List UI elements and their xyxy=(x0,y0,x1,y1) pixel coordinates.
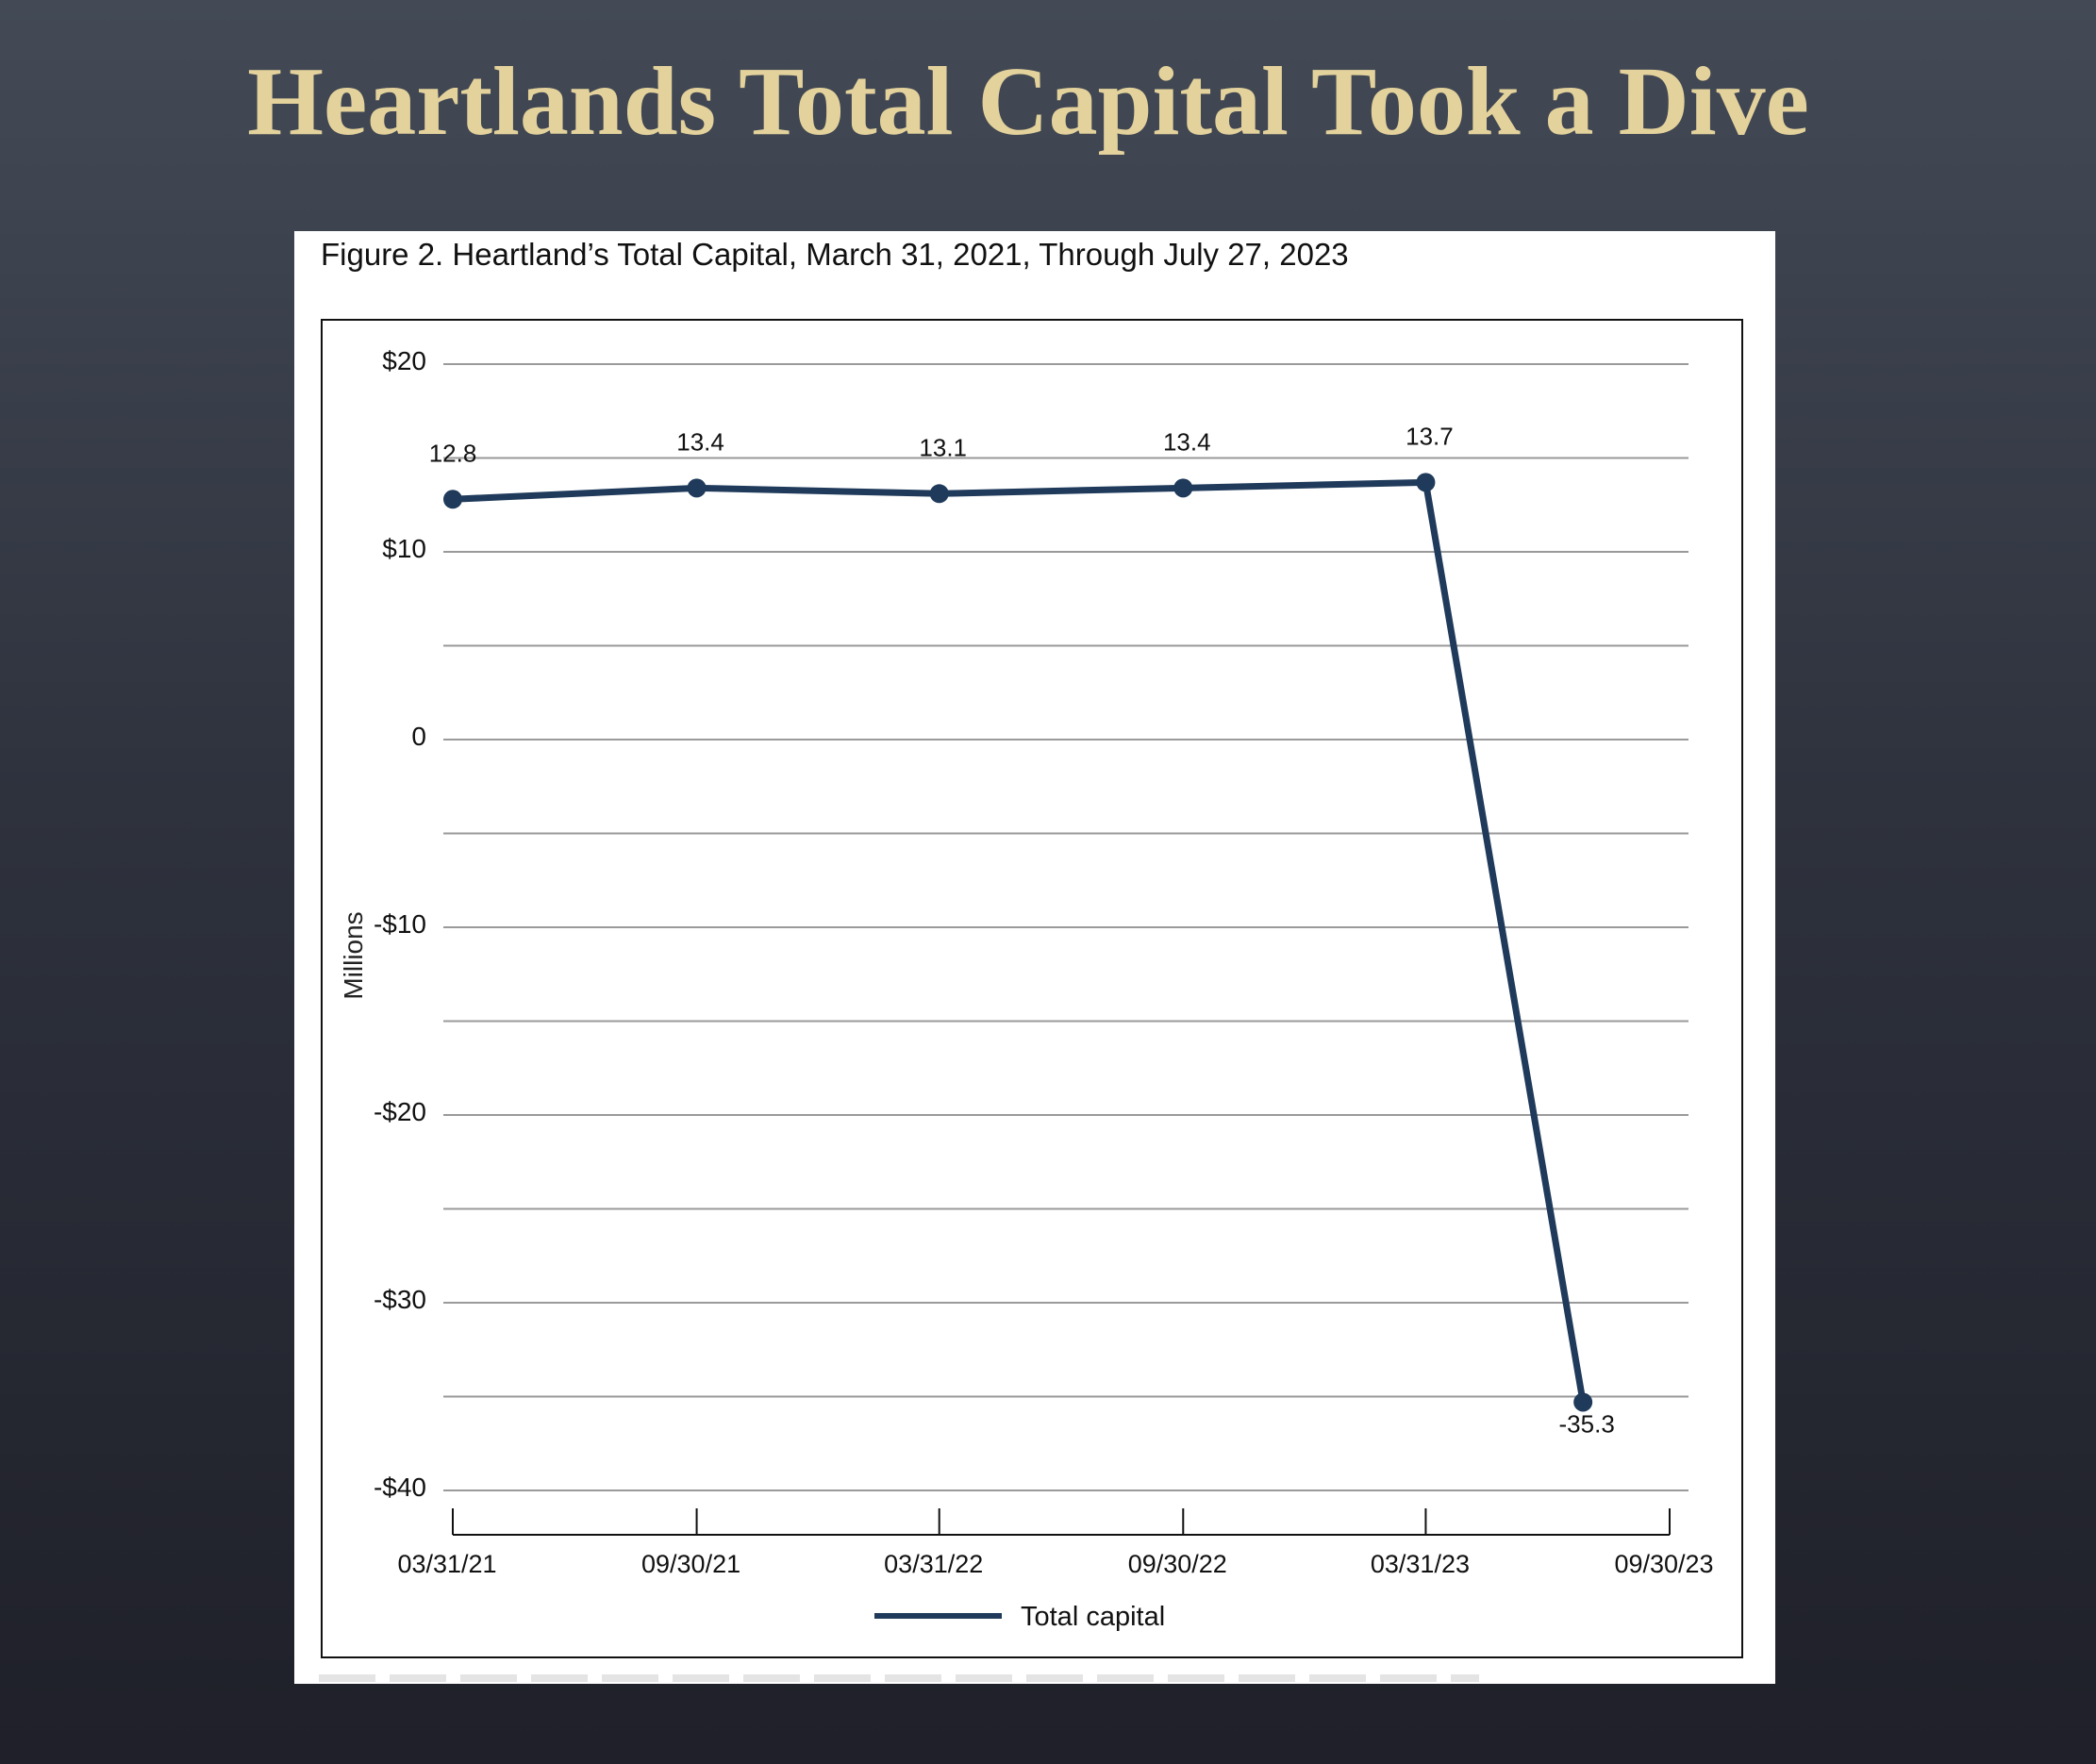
figure-caption: Figure 2. Heartland’s Total Capital, Mar… xyxy=(321,237,1349,272)
data-label: 13.4 xyxy=(1163,427,1211,456)
data-point xyxy=(443,490,462,509)
y-tick-label: -$40 xyxy=(374,1473,426,1502)
data-point xyxy=(687,478,707,498)
data-label: 13.4 xyxy=(676,427,724,456)
slide-title: Heartlands Total Capital Took a Dive xyxy=(247,47,1809,156)
data-point xyxy=(1173,478,1193,498)
data-point xyxy=(1416,473,1436,492)
x-tick-label: 03/31/22 xyxy=(884,1550,983,1578)
x-tick-label: 09/30/21 xyxy=(641,1550,740,1578)
x-tick-label: 09/30/22 xyxy=(1128,1550,1227,1578)
data-point xyxy=(1573,1392,1593,1412)
data-label: -35.3 xyxy=(1559,1409,1615,1438)
data-point xyxy=(929,484,949,504)
data-label: 13.7 xyxy=(1406,422,1454,450)
figure-card: Figure 2. Heartland’s Total Capital, Mar… xyxy=(294,231,1775,1684)
legend-label: Total capital xyxy=(1021,1602,1165,1632)
data-label: 12.8 xyxy=(429,439,477,467)
y-tick-label: 0 xyxy=(411,722,426,751)
y-tick-label: -$20 xyxy=(374,1097,426,1126)
series-line-total-capital xyxy=(452,478,1587,1404)
y-axis-label: Millions xyxy=(339,911,368,999)
y-tick-label: $10 xyxy=(382,534,426,563)
plot-frame: $20 $10 0 -$10 -$20 -$30 -$40 Millions 03/31/21 0… xyxy=(321,319,1743,1658)
data-label: 13.1 xyxy=(919,433,967,461)
x-tick-label: 09/30/23 xyxy=(1614,1550,1713,1578)
x-tick-label: 03/31/21 xyxy=(397,1550,496,1578)
y-tick-label: -$30 xyxy=(374,1285,426,1314)
line-chart: $20 $10 0 -$10 -$20 -$30 -$40 Millions 03/31/21 0… xyxy=(339,346,1714,1632)
y-tick-label: $20 xyxy=(382,346,426,375)
source-note-cutoff xyxy=(319,1674,1479,1682)
y-tick-label: -$10 xyxy=(374,909,426,939)
x-tick-label: 03/31/23 xyxy=(1371,1550,1470,1578)
